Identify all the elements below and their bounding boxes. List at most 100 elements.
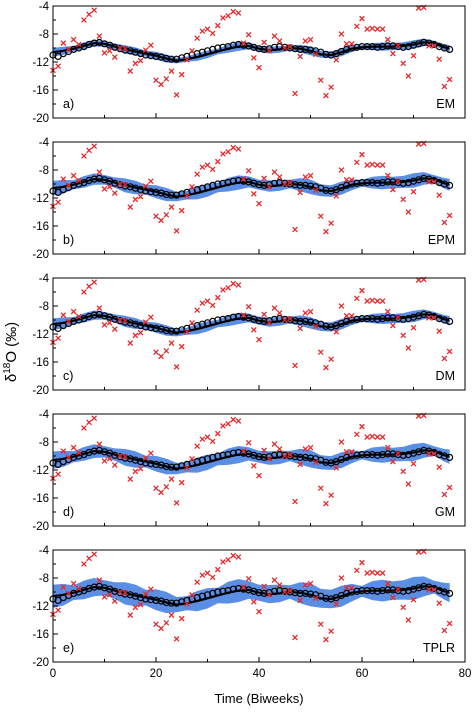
estimate-point [301,453,309,461]
observed-point [204,298,211,304]
panel-letter: b) [63,233,74,247]
observed-point [297,597,304,604]
observed-point [338,31,345,37]
estimate-point [219,315,227,323]
observed-point [333,193,340,199]
observed-point [297,189,304,196]
observed-point [369,25,376,32]
y-tick-label: -12 [32,601,49,613]
observed-point [297,53,304,60]
uncertainty-band [53,576,450,614]
observed-point [250,326,257,333]
estimate-point [348,588,356,596]
y-tick-label: -4 [39,1,50,13]
observed-point [101,186,108,192]
panel-letter: a) [63,97,74,111]
observed-point [307,580,314,587]
plot-frame [52,277,466,391]
observed-point [333,329,340,335]
observed-point [441,219,448,226]
observed-point [348,40,355,47]
observed-point [122,589,128,596]
estimate-point [152,188,160,196]
observed-point [379,570,386,576]
observed-point [436,600,443,607]
observed-point [395,314,401,321]
estimate-point [358,179,366,187]
estimate-point [286,452,294,460]
observed-point [240,584,247,590]
observed-point [163,483,170,490]
estimate-point [152,460,160,468]
observed-point [405,345,412,351]
observed-point [168,612,175,618]
estimate-point [162,598,170,607]
observed-point [173,636,180,642]
observed-point [101,322,108,328]
observed-point [142,183,149,189]
observed-point [369,297,376,304]
observed-point [261,39,268,46]
observed-point [323,92,329,99]
observed-point [374,298,381,304]
estimate-point [152,52,160,61]
observed-point [173,500,180,506]
estimate-point [394,451,402,459]
observed-point [410,460,417,467]
observed-point [441,627,448,634]
observed-point [163,347,170,354]
estimate-point [90,175,98,183]
observed-point [70,36,77,43]
estimate-point [446,453,454,461]
y-tick-label: -8 [39,573,49,585]
estimate-point [296,45,304,54]
observed-point [343,448,350,455]
observed-point [214,22,221,29]
observed-point [353,431,360,438]
observed-point [312,323,319,330]
observed-point [214,158,221,165]
observed-point [436,56,443,63]
observed-point [384,172,391,179]
observed-point [446,484,453,491]
observed-point [132,60,139,67]
observed-point [194,171,201,178]
observed-point [317,349,324,356]
observed-point [189,183,195,190]
panel-letter: d) [63,505,74,519]
estimate-point [142,323,150,331]
observed-point [405,209,412,215]
observed-point [137,601,144,608]
observed-point [302,446,309,452]
observed-point [338,167,345,173]
estimate-point [90,583,98,591]
observed-point [276,446,283,452]
observed-point [189,455,195,462]
observed-point [436,192,443,199]
estimate-point [363,179,371,187]
observed-point [276,174,283,180]
estimate-point [152,324,160,332]
observed-point [81,153,87,159]
observed-point [55,63,62,70]
estimate-point [281,451,289,459]
observed-point [199,28,206,35]
estimate-point [379,586,387,595]
observed-point [426,179,432,185]
observed-point [292,362,298,369]
observed-point [390,594,396,601]
y-tick-label: -12 [32,329,49,341]
estimate-point [142,51,150,59]
observed-point [111,326,118,332]
observed-point [410,596,417,603]
observed-point [204,570,211,576]
observed-point [235,554,242,560]
observed-point [209,302,216,309]
observed-point [343,312,350,319]
panel-letter: e) [63,641,74,655]
uncertainty-band [53,172,450,202]
estimate-point [353,179,361,187]
observed-point [75,585,82,592]
observed-point [250,54,257,61]
observed-point [256,472,262,479]
